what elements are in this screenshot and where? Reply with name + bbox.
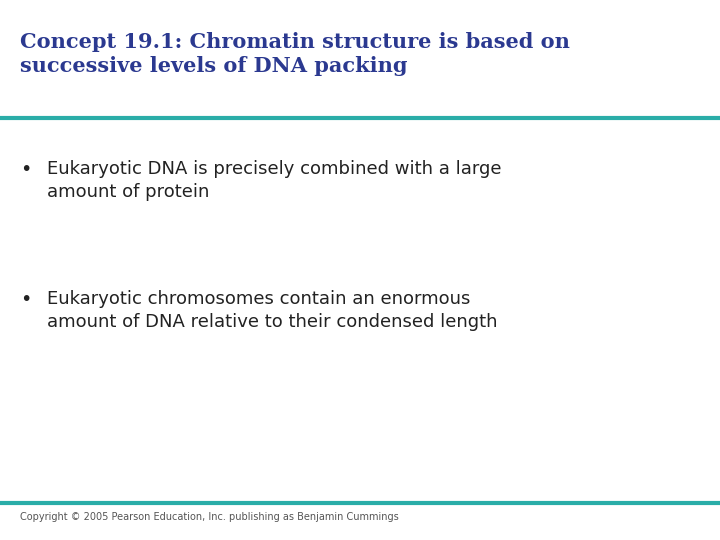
Text: Concept 19.1: Chromatin structure is based on
successive levels of DNA packing: Concept 19.1: Chromatin structure is bas… xyxy=(20,32,570,76)
Text: Eukaryotic chromosomes contain an enormous
amount of DNA relative to their conde: Eukaryotic chromosomes contain an enormo… xyxy=(47,290,498,331)
Text: •: • xyxy=(20,160,32,179)
Text: Copyright © 2005 Pearson Education, Inc. publishing as Benjamin Cummings: Copyright © 2005 Pearson Education, Inc.… xyxy=(20,512,399,522)
Text: •: • xyxy=(20,290,32,309)
Text: Eukaryotic DNA is precisely combined with a large
amount of protein: Eukaryotic DNA is precisely combined wit… xyxy=(47,160,501,201)
